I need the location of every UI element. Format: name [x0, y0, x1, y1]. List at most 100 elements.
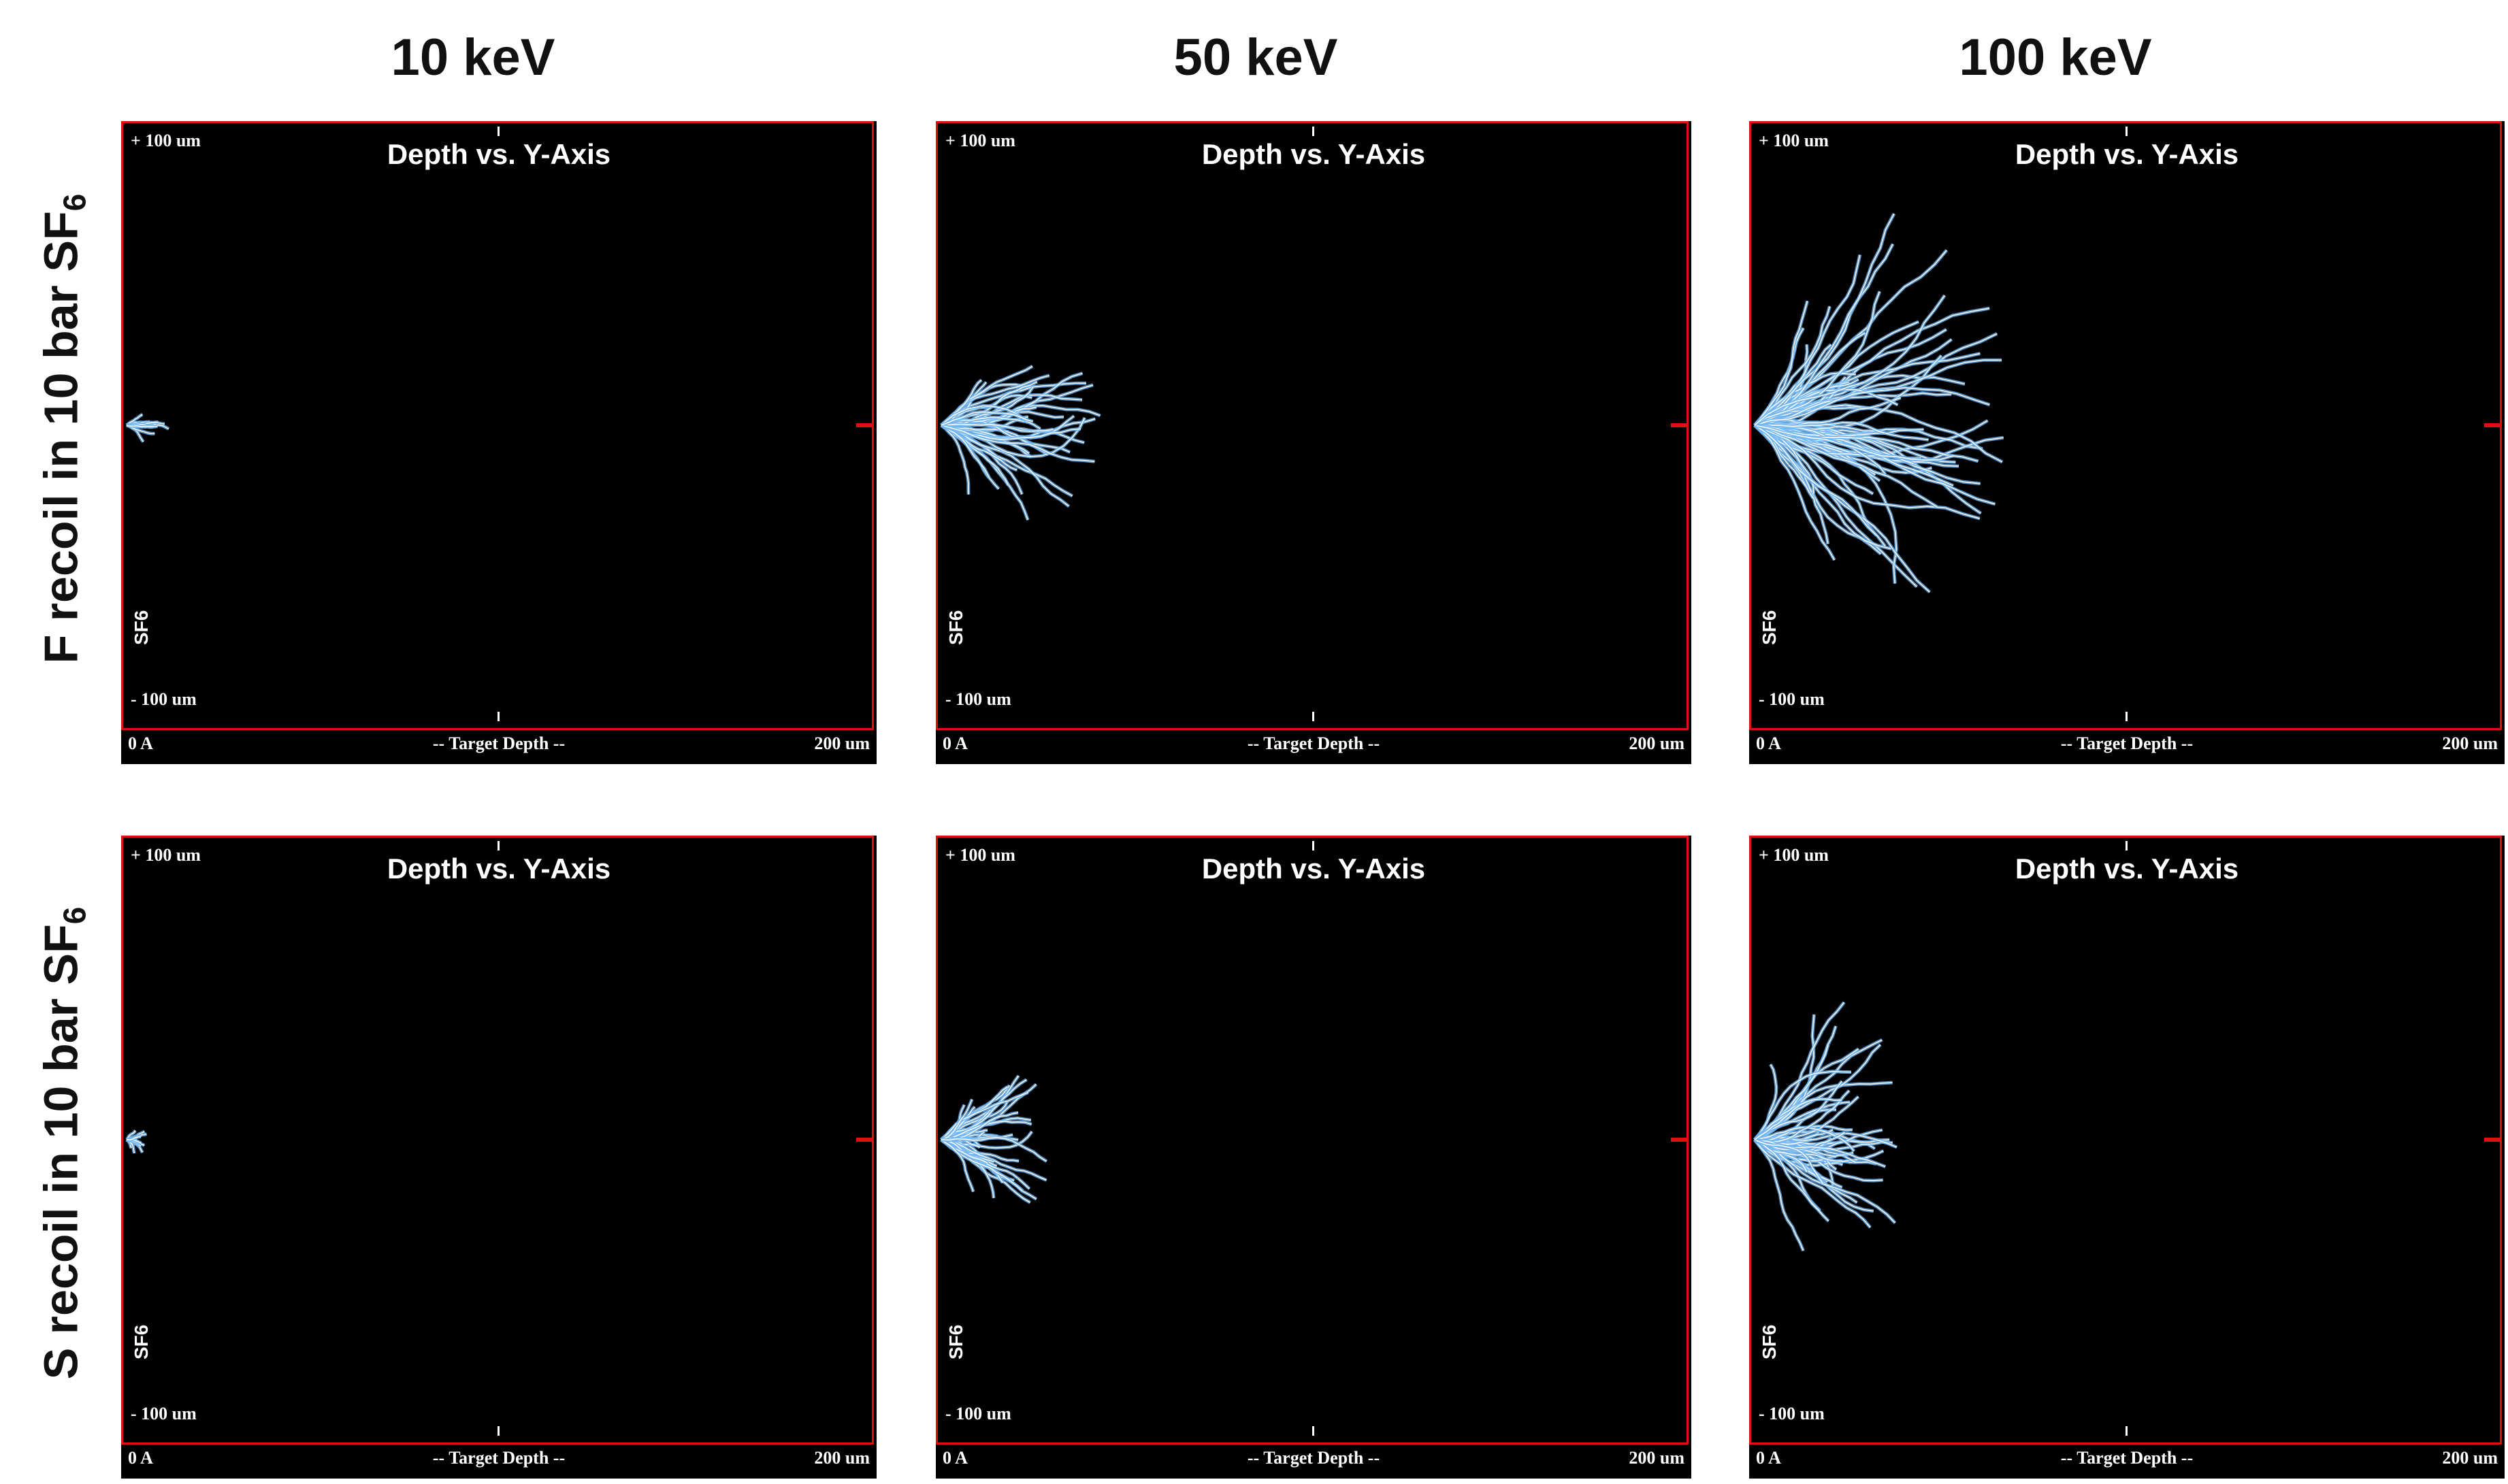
track-core	[126, 1136, 142, 1141]
plot-panel-f-50kev: Depth vs. Y-Axis + 100 um - 100 um SF6 0 A --…	[936, 121, 1691, 764]
bottom-tick	[1312, 712, 1314, 721]
plot-title: Depth vs. Y-Axis	[2015, 138, 2239, 170]
x-axis-title: -- Target Depth --	[2060, 1448, 2194, 1468]
track-core	[941, 423, 1054, 432]
y-axis-bottom-label: - 100 um	[131, 689, 197, 709]
recoil-tracks-s-10kev	[125, 1129, 148, 1154]
track-core	[1754, 386, 1990, 426]
track-core	[1754, 1139, 1871, 1228]
plot-title: Depth vs. Y-Axis	[2015, 853, 2239, 885]
track-core	[941, 1079, 1027, 1140]
x-axis-right-label: 200 um	[2442, 733, 2498, 753]
recoil-tracks-f-50kev	[940, 365, 1101, 521]
beam-axis-marker	[2484, 423, 2502, 427]
x-axis-right-label: 200 um	[814, 733, 870, 753]
track-core	[1754, 425, 1914, 465]
plot-title: Depth vs. Y-Axis	[1201, 853, 1426, 885]
track-core	[941, 1139, 974, 1192]
plot-panel-s-10kev: Depth vs. Y-Axis + 100 um - 100 um SF6 0 A --…	[121, 836, 877, 1479]
x-axis-left-label: 0 A	[128, 733, 153, 753]
beam-axis-marker	[856, 423, 874, 427]
y-axis-top-label: + 100 um	[1759, 845, 1829, 865]
track-core	[1754, 1139, 1804, 1251]
track-core	[1754, 425, 1954, 461]
top-tick	[1312, 127, 1314, 136]
bottom-tick	[1312, 1426, 1314, 1436]
x-axis-title: -- Target Depth --	[1247, 1448, 1380, 1468]
y-axis-top-label: + 100 um	[945, 845, 1015, 865]
track-core	[1754, 1044, 1881, 1140]
beam-axis-marker	[856, 1138, 874, 1142]
top-tick	[2126, 127, 2128, 136]
recoil-tracks-f-100kev	[1753, 212, 2004, 594]
x-axis-left-label: 0 A	[128, 1448, 153, 1468]
top-tick	[498, 841, 500, 851]
y-axis-bottom-label: - 100 um	[1759, 689, 1825, 709]
plot-panel-f-10kev: Depth vs. Y-Axis + 100 um - 100 um SF6 0 A --…	[121, 121, 877, 764]
row-label-s-recoil: S recoil in 10 bar SF6	[26, 837, 101, 1449]
track-core	[1754, 422, 1929, 441]
y-axis-bottom-label: - 100 um	[131, 1404, 197, 1423]
track-core	[1754, 1139, 1829, 1222]
track-core	[941, 425, 1095, 462]
track-core	[1754, 301, 1808, 426]
track-core	[941, 425, 990, 478]
recoil-tracks-s-50kev	[940, 1074, 1048, 1204]
recoil-tracks-f-10kev	[125, 412, 170, 443]
column-header-100kev: 100 keV	[1959, 29, 2152, 86]
row-label-f-recoil: F recoil in 10 bar SF6	[26, 122, 101, 735]
track-core	[941, 411, 1033, 426]
row-label-f-recoil-text: F recoil in 10 bar SF	[34, 211, 88, 664]
x-axis-left-label: 0 A	[943, 733, 968, 753]
column-header-50kev: 50 keV	[1173, 29, 1338, 86]
track-core	[1754, 425, 1981, 519]
y-axis-top-label: + 100 um	[945, 131, 1015, 150]
bottom-tick	[2126, 712, 2128, 721]
x-axis-right-label: 200 um	[1629, 1448, 1684, 1468]
row-label-f-recoil-subscript: 6	[56, 193, 93, 212]
x-axis-left-label: 0 A	[1756, 733, 1781, 753]
bottom-tick	[2126, 1426, 2128, 1436]
x-axis-title: -- Target Depth --	[2060, 733, 2194, 753]
plot-panel-s-50kev: Depth vs. Y-Axis + 100 um - 100 um SF6 0 A --…	[936, 836, 1691, 1479]
x-axis-right-label: 200 um	[2442, 1448, 2498, 1468]
track-core	[1754, 295, 1945, 426]
plot-panel-s-100kev: Depth vs. Y-Axis + 100 um - 100 um SF6 0 A --…	[1749, 836, 2505, 1479]
plot-panel-f-100kev: Depth vs. Y-Axis + 100 um - 100 um SF6 0 A --…	[1749, 121, 2505, 764]
top-tick	[2126, 841, 2128, 851]
track-core	[941, 1091, 1028, 1140]
top-tick	[498, 127, 500, 136]
track-core	[1754, 1098, 1842, 1140]
x-axis-title: -- Target Depth --	[432, 1448, 566, 1468]
track-core	[126, 425, 154, 428]
x-axis-left-label: 0 A	[1756, 1448, 1781, 1468]
y-axis-bottom-label: - 100 um	[945, 1404, 1011, 1423]
x-axis-title: -- Target Depth --	[1247, 733, 1380, 753]
plot-title: Depth vs. Y-Axis	[387, 138, 611, 170]
track-core	[1754, 291, 1880, 426]
track-core	[1754, 1139, 1823, 1184]
track-core	[1754, 425, 1886, 547]
y-axis-top-label: + 100 um	[131, 845, 201, 865]
row-label-s-recoil-subscript: 6	[56, 906, 93, 925]
y-axis-bottom-label: - 100 um	[1759, 1404, 1825, 1423]
track-core	[1754, 425, 1937, 508]
y-axis-bottom-label: - 100 um	[945, 689, 1011, 709]
track-core	[941, 1137, 1047, 1162]
top-tick	[1312, 841, 1314, 851]
beam-axis-marker	[2484, 1138, 2502, 1142]
plot-title: Depth vs. Y-Axis	[1201, 138, 1426, 170]
plot-title: Depth vs. Y-Axis	[387, 853, 611, 885]
track-core	[1754, 425, 1836, 561]
bottom-tick	[498, 1426, 500, 1436]
column-header-10kev: 10 keV	[391, 29, 555, 86]
track-core	[1754, 1132, 1845, 1150]
bottom-tick	[498, 712, 500, 721]
row-label-s-recoil-text: S recoil in 10 bar SF	[34, 924, 88, 1380]
track-core	[941, 425, 969, 495]
x-axis-right-label: 200 um	[814, 1448, 870, 1468]
y-axis-top-label: + 100 um	[131, 131, 201, 150]
track-core	[1754, 1070, 1852, 1140]
beam-axis-marker	[1671, 423, 1689, 427]
x-axis-left-label: 0 A	[943, 1448, 968, 1468]
